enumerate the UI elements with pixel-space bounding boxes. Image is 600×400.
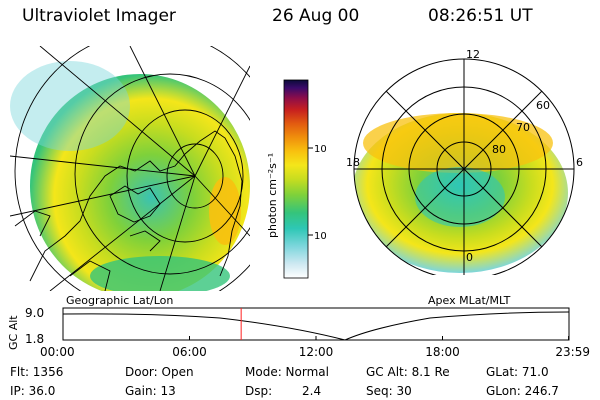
polar-grid [353,58,575,275]
polar-lat-80: 80 [492,143,506,156]
date-label: 26 Aug 00 [272,6,360,26]
timeline-tick-label: 06:00 [172,345,207,359]
door-status: Door: Open [125,365,194,379]
timeline-tick-label: 18:00 [425,345,460,359]
time-label: 08:26:51 UT [428,6,533,26]
geo-grid [10,46,250,291]
colorbar-tick-10: 10 [314,231,326,242]
altitude-timeline-plot: GC Alt 9.0 1.8 00:00 06:00 12:00 18:00 23:59 [7,306,590,359]
polar-map-caption: Apex MLat/MLT [428,294,511,307]
instrument-title: Ultraviolet Imager [22,6,176,26]
altitude-ytick-1.8: 1.8 [25,332,44,346]
altitude-ytick-9: 9.0 [25,306,44,320]
colorbar-tick-100: 100 [314,144,326,155]
flight-number: Flt: 1356 [10,365,64,379]
gc-altitude: GC Alt: 8.1 Re [366,365,450,379]
geographic-map [10,46,250,291]
colorbar-unit-label: photon cm⁻²s⁻¹ [266,153,279,238]
polar-mlt-18: 18 [346,156,360,169]
colorbar-gradient [283,79,309,279]
timeline-tick-label: 00:00 [40,345,75,359]
polar-mlt-6: 6 [576,156,583,169]
sequence-number: Seq: 30 [366,384,412,398]
altitude-axis-label: GC Alt [7,315,20,350]
polar-mlt-map: 12 18 6 0 60 70 80 [346,48,583,275]
dsp-label: Dsp: [245,384,273,398]
polar-lat-70: 70 [516,121,530,134]
intensity-colorbar: photon cm⁻²s⁻¹ 100 10 [266,79,326,279]
geo-map-caption: Geographic Lat/Lon [66,294,174,307]
mode-value: Mode: Normal [245,365,329,379]
polar-mlt-0: 0 [466,251,473,264]
geo-coastlines [14,130,243,291]
altitude-plot-frame [62,307,570,341]
timeline-tick-label: 12:00 [299,345,334,359]
geographic-longitude: GLon: 246.7 [486,384,559,398]
gain-value: Gain: 13 [125,384,176,398]
polar-mlt-12: 12 [466,48,480,61]
geographic-latitude: GLat: 71.0 [486,365,549,379]
polar-lat-60: 60 [536,99,550,112]
altitude-curve [62,311,570,341]
ip-value: IP: 36.0 [10,384,56,398]
timeline-tick-label: 23:59 [555,345,590,359]
dsp-value: 2.4 [302,384,322,398]
